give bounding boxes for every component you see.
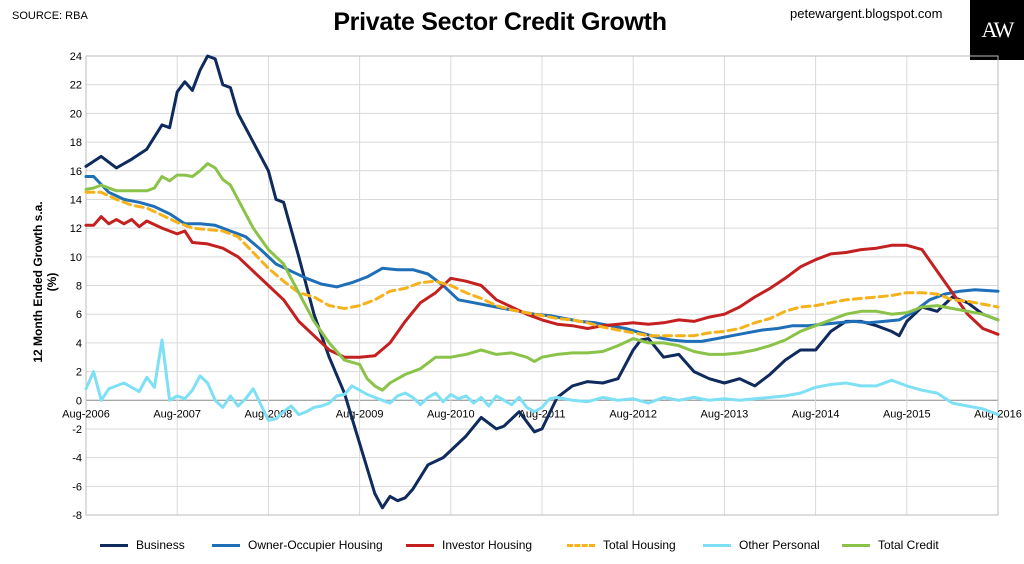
x-tick-label: Aug-2011 (519, 408, 566, 420)
x-tick-label: Aug-2008 (245, 408, 293, 420)
legend-item: Total Housing (567, 536, 676, 554)
series-line-business (84, 54, 1000, 510)
y-tick-label: 24 (70, 51, 82, 63)
x-tick-label: Aug-2014 (792, 408, 840, 420)
legend-item: Investor Housing (406, 536, 532, 554)
legend-item: Business (100, 536, 185, 554)
x-tick-label: Aug-2012 (609, 408, 657, 420)
y-tick-label: 2 (76, 367, 82, 379)
y-tick-label: -6 (72, 481, 82, 493)
x-tick-label: Aug-2013 (701, 408, 749, 420)
source-note: SOURCE: RBA (12, 10, 88, 22)
y-tick-label: 0 (76, 395, 82, 407)
series-line-investor-housing (84, 215, 1000, 359)
legend-swatch (703, 543, 731, 547)
y-tick-label: -4 (72, 453, 82, 465)
y-tick-label: 18 (70, 137, 82, 149)
series-line-other-personal (84, 338, 1000, 422)
x-tick-label: Aug-2007 (153, 408, 201, 420)
grid-lines (85, 55, 999, 516)
legend-swatch (842, 543, 870, 547)
aw-logo: AW (970, 0, 1024, 60)
series-line-total-credit (84, 162, 1000, 392)
y-tick-label: 8 (76, 281, 82, 293)
x-tick-label: Aug-2010 (427, 408, 475, 420)
legend-label: Business (136, 538, 185, 552)
series-lines (84, 54, 1000, 510)
plot-area-border (85, 55, 999, 516)
legend-label: Investor Housing (442, 538, 533, 552)
legend-label: Other Personal (739, 538, 820, 552)
legend-swatch (100, 543, 128, 547)
legend-label: Total Housing (603, 538, 676, 552)
legend-swatch (406, 543, 434, 547)
chart-legend: Business Owner-Occupier Housing Investor H… (0, 536, 1024, 556)
legend-label: Total Credit (878, 538, 939, 552)
x-tick-labels: Aug-2006 Aug-2007 Aug-2008 Aug-2009 Aug-2010… (62, 408, 1022, 420)
y-tick-label: 22 (70, 80, 82, 92)
y-tick-label: 14 (70, 194, 82, 206)
y-tick-label: -2 (72, 424, 82, 436)
y-tick-label: 16 (70, 166, 82, 178)
legend-swatch (567, 543, 595, 547)
x-tick-label: Aug-2009 (336, 408, 384, 420)
y-tick-label: 6 (76, 309, 82, 321)
legend-swatch (212, 543, 240, 547)
y-tick-label: 20 (70, 108, 82, 120)
x-tick-label: Aug-2006 (62, 408, 110, 420)
legend-item: Total Credit (842, 536, 939, 554)
y-tick-label: 4 (76, 338, 82, 350)
blog-url: petewargent.blogspot.com (790, 6, 943, 21)
legend-item: Other Personal (703, 536, 820, 554)
legend-label: Owner-Occupier Housing (248, 538, 383, 552)
y-tick-label: -8 (72, 510, 82, 522)
y-tick-label: 12 (70, 223, 82, 235)
x-tick-label: Aug-2015 (883, 408, 931, 420)
chart-title: Private Sector Credit Growth (333, 8, 667, 36)
legend-item: Owner-Occupier Housing (212, 536, 383, 554)
series-line-total-housing (84, 190, 1000, 338)
y-tick-label: 10 (70, 252, 82, 264)
